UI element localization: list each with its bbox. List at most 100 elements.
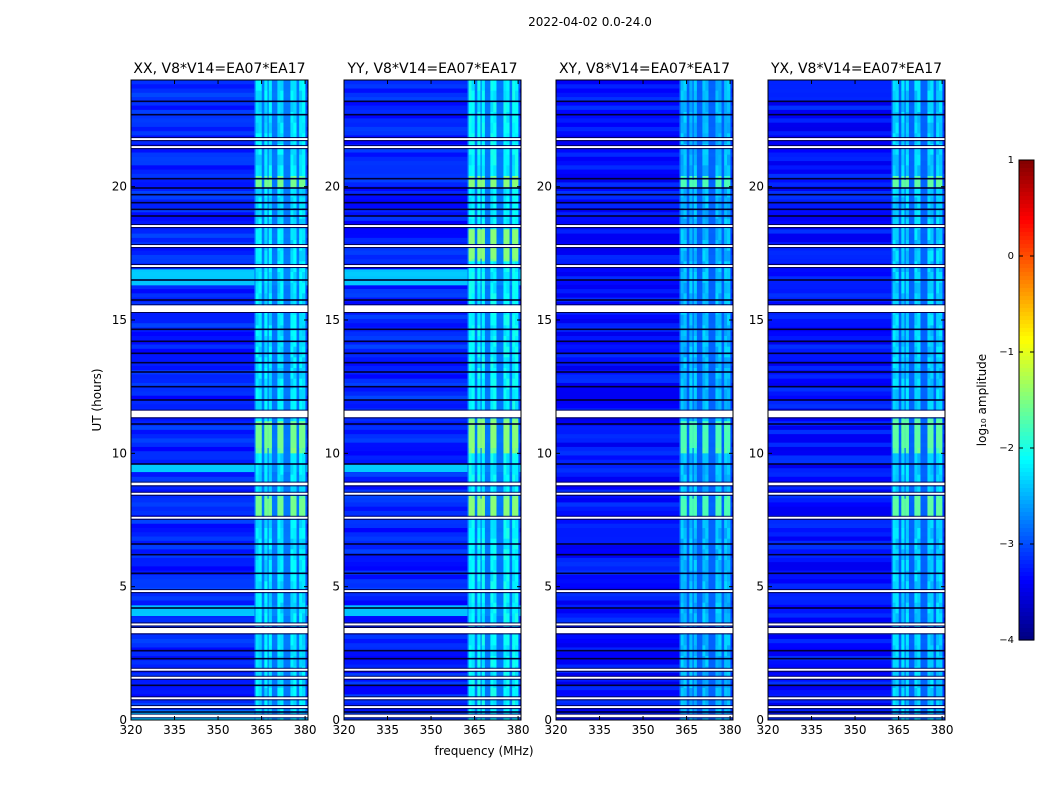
rfi-channel xyxy=(680,528,684,540)
rfi-channel xyxy=(512,442,516,454)
rfi-channel xyxy=(490,688,494,700)
rfi-channel xyxy=(905,517,909,529)
rfi-channel xyxy=(680,634,684,646)
flagged-row xyxy=(344,410,521,418)
rfi-channel xyxy=(258,453,262,465)
rfi-channel xyxy=(277,592,281,604)
rfi-channel xyxy=(914,613,918,625)
colorbar-step xyxy=(1019,632,1034,637)
flagged-row xyxy=(768,516,945,519)
bg-row xyxy=(556,434,733,439)
bg-row xyxy=(344,638,521,644)
rfi-channel xyxy=(477,528,481,540)
axes-frame xyxy=(130,79,309,721)
rfi-channel xyxy=(939,346,943,358)
rfi-channel xyxy=(468,101,472,113)
rfi-channel xyxy=(493,272,497,284)
rfi-channel xyxy=(255,325,259,337)
flag-edge xyxy=(131,264,308,266)
rfi-channel xyxy=(724,112,728,124)
rfi-channel xyxy=(705,154,709,166)
bg-row xyxy=(768,536,945,542)
rfi-channel xyxy=(715,112,719,124)
panel-title: XY, V8*V14=EA07*EA17 xyxy=(559,61,730,77)
bg-row xyxy=(344,434,521,439)
colorbar-step xyxy=(1019,408,1034,413)
rfi-channel xyxy=(680,282,684,294)
rfi-channel xyxy=(255,474,259,486)
rfi-channel xyxy=(264,122,268,134)
rfi-channel xyxy=(727,314,731,326)
dark-line xyxy=(131,299,308,301)
rfi-channel xyxy=(277,613,281,625)
rfi-channel xyxy=(715,250,719,262)
rfi-channel xyxy=(939,112,943,124)
bg-row xyxy=(768,681,945,687)
rfi-channel xyxy=(512,453,516,465)
flag-edge xyxy=(131,515,308,517)
bg-row xyxy=(131,169,308,175)
bg-row xyxy=(344,698,521,704)
rfi-channel xyxy=(264,80,268,92)
bg-row xyxy=(556,344,733,350)
rfi-channel xyxy=(255,688,259,700)
rfi-burst xyxy=(477,498,485,518)
rfi-channel xyxy=(503,581,507,593)
rfi-channel xyxy=(468,282,472,294)
bg-row xyxy=(556,336,733,341)
rfi-burst xyxy=(299,180,306,188)
rfi-channel xyxy=(927,282,931,294)
dark-line xyxy=(768,352,945,355)
rfi-channel xyxy=(255,144,259,156)
colorbar-step xyxy=(1019,328,1034,333)
rfi-channel xyxy=(727,400,731,412)
rfi-channel xyxy=(689,560,693,572)
rfi-channel xyxy=(892,272,896,284)
rfi-channel xyxy=(293,634,297,646)
rfi-channel xyxy=(901,453,905,465)
rfi-channel xyxy=(512,293,516,305)
colorbar-step xyxy=(1019,236,1034,241)
rfi-channel xyxy=(299,698,303,710)
rfi-channel xyxy=(917,144,921,156)
bg-row xyxy=(131,485,308,491)
rfi-channel xyxy=(939,698,943,710)
bg-row xyxy=(556,455,733,461)
rfi-channel xyxy=(481,442,485,454)
bg-row xyxy=(768,203,945,209)
rfi-channel xyxy=(702,688,706,700)
rfi-channel xyxy=(293,688,297,700)
bg-row xyxy=(768,250,945,256)
rfi-channel xyxy=(705,698,709,710)
rfi-channel xyxy=(290,698,294,710)
rfi-channel xyxy=(930,112,934,124)
rfi-channel xyxy=(302,186,306,198)
rfi-channel xyxy=(471,570,475,582)
rfi-channel xyxy=(927,453,931,465)
rfi-channel xyxy=(917,90,921,102)
flagged-row xyxy=(131,706,308,709)
dark-line xyxy=(131,193,308,196)
x-tick-label: 320 xyxy=(757,723,780,737)
rfi-channel xyxy=(930,293,934,305)
rfi-channel xyxy=(715,688,719,700)
rfi-channel xyxy=(490,400,494,412)
rfi-channel xyxy=(727,517,731,529)
rfi-channel xyxy=(901,570,905,582)
rfi-channel xyxy=(277,282,281,294)
bg-row xyxy=(556,182,733,188)
rfi-channel xyxy=(680,389,684,401)
rfi-channel xyxy=(917,677,921,689)
dark-line xyxy=(556,215,733,217)
bg-row xyxy=(131,634,308,640)
rfi-burst xyxy=(892,180,899,188)
bg-row xyxy=(556,506,733,512)
flag-edge xyxy=(344,481,521,483)
rfi-channel xyxy=(939,666,943,678)
rfi-channel xyxy=(901,122,905,134)
rfi-channel xyxy=(917,485,921,497)
rfi-channel xyxy=(718,272,722,284)
rfi-channel xyxy=(930,560,934,572)
rfi-channel xyxy=(895,613,899,625)
rfi-channel xyxy=(724,165,728,177)
